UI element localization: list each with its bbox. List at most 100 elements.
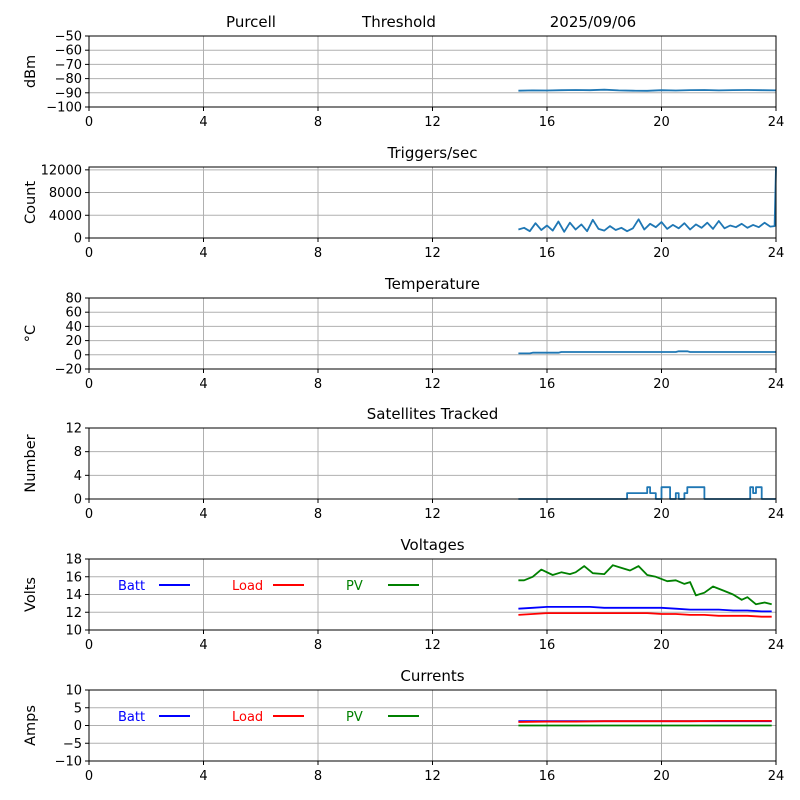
y-tick-label: −70 bbox=[55, 58, 82, 73]
x-tick-label: 4 bbox=[199, 638, 207, 653]
y-tick-label: 0 bbox=[74, 232, 82, 247]
y-tick-label: −50 bbox=[55, 30, 82, 45]
x-tick-label: 16 bbox=[539, 115, 556, 130]
x-tick-label: 0 bbox=[85, 769, 93, 784]
series-line-1 bbox=[518, 166, 777, 233]
y-tick-label: 0 bbox=[74, 348, 82, 363]
y-tick-label: 16 bbox=[65, 570, 82, 585]
x-tick-label: 16 bbox=[539, 246, 556, 261]
plot-frame bbox=[88, 558, 777, 631]
y-axis-label: Number bbox=[23, 434, 39, 492]
x-tick-label: 20 bbox=[653, 769, 670, 784]
x-tick-label: 24 bbox=[768, 115, 785, 130]
x-tick-label: 24 bbox=[768, 638, 785, 653]
y-tick-label: 8 bbox=[74, 445, 82, 460]
y-tick-label: 0 bbox=[74, 719, 82, 734]
y-tick-label: 10 bbox=[65, 624, 82, 639]
x-tick-label: 0 bbox=[85, 507, 93, 522]
panel-title: Triggers/sec bbox=[387, 144, 478, 162]
x-tick-label: 4 bbox=[199, 246, 207, 261]
y-tick-label: 12 bbox=[65, 606, 82, 621]
y-tick-label: −60 bbox=[55, 44, 82, 59]
x-tick-label: 24 bbox=[768, 377, 785, 392]
header-mode: Threshold bbox=[361, 13, 436, 31]
panel-title: Voltages bbox=[400, 536, 464, 554]
x-tick-label: 8 bbox=[314, 638, 322, 653]
y-axis-label: Amps bbox=[23, 705, 39, 746]
plot-frame bbox=[88, 689, 777, 762]
y-tick-label: 12 bbox=[65, 422, 82, 437]
chart-panel-2: 0 4 8 12 16 20 24 0 4000 8000 12000 Triggers/sec Cou… bbox=[23, 144, 784, 261]
x-tick-label: 20 bbox=[653, 115, 670, 130]
chart-panel-1: 0 4 8 12 16 20 24 −50−60−70−80−90−100 dBm bbox=[23, 30, 784, 131]
legend-label-load: Load bbox=[232, 579, 263, 594]
panel-title: Currents bbox=[400, 667, 464, 685]
y-tick-label: 40 bbox=[65, 320, 82, 335]
x-tick-label: 12 bbox=[424, 769, 441, 784]
x-tick-label: 12 bbox=[424, 246, 441, 261]
y-tick-label: −10 bbox=[55, 755, 82, 770]
header-date: 2025/09/06 bbox=[550, 13, 636, 31]
chart-panel-6: 0 4 8 12 16 20 24 −10 −5 0 5 10 Currents Amps Batt Load… bbox=[23, 667, 784, 784]
y-tick-label: 20 bbox=[65, 334, 82, 349]
plot-frame bbox=[88, 166, 777, 239]
y-axis-label: Count bbox=[23, 181, 39, 224]
legend-label-load: Load bbox=[232, 710, 263, 725]
y-tick-label: −80 bbox=[55, 72, 82, 87]
series-line-1 bbox=[518, 486, 776, 500]
legend-label-pv: PV bbox=[346, 579, 363, 594]
y-tick-label: −100 bbox=[46, 101, 82, 116]
x-tick-label: 4 bbox=[199, 769, 207, 784]
y-tick-label: 0 bbox=[74, 493, 82, 508]
series-line-batt bbox=[518, 606, 772, 613]
x-tick-label: 8 bbox=[314, 507, 322, 522]
x-tick-label: 0 bbox=[85, 246, 93, 261]
legend-label-pv: PV bbox=[346, 710, 363, 725]
x-tick-label: 20 bbox=[653, 638, 670, 653]
x-tick-label: 0 bbox=[85, 377, 93, 392]
x-tick-label: 4 bbox=[199, 115, 207, 130]
y-axis-label: dBm bbox=[23, 55, 39, 88]
x-tick-label: 0 bbox=[85, 115, 93, 130]
legend-label-batt: Batt bbox=[118, 579, 145, 594]
y-tick-label: 80 bbox=[65, 292, 82, 307]
chart-panel-5: 0 4 8 12 16 20 24 10 12 14 16 18 Voltages Volts Batt Lo… bbox=[23, 536, 784, 653]
y-axis-label: Volts bbox=[23, 577, 39, 612]
x-tick-label: 16 bbox=[539, 507, 556, 522]
y-tick-label: 4000 bbox=[49, 209, 82, 224]
chart-panel-4: 0 4 8 12 16 20 24 0 4 8 12 Satellites Tracked Number bbox=[23, 405, 784, 522]
y-tick-label: 12000 bbox=[41, 163, 82, 178]
plot-frame bbox=[88, 297, 777, 370]
header-station: Purcell bbox=[226, 13, 276, 31]
y-tick-label: 18 bbox=[65, 553, 82, 568]
x-tick-label: 16 bbox=[539, 638, 556, 653]
y-tick-label: −5 bbox=[63, 737, 82, 752]
x-tick-label: 8 bbox=[314, 115, 322, 130]
x-tick-label: 4 bbox=[199, 507, 207, 522]
series-line-1 bbox=[518, 350, 776, 355]
y-tick-label: −90 bbox=[55, 86, 82, 101]
x-tick-label: 12 bbox=[424, 115, 441, 130]
x-tick-label: 0 bbox=[85, 638, 93, 653]
x-tick-label: 8 bbox=[314, 769, 322, 784]
x-tick-label: 20 bbox=[653, 507, 670, 522]
x-tick-label: 16 bbox=[539, 769, 556, 784]
y-tick-label: 60 bbox=[65, 306, 82, 321]
y-tick-label: 10 bbox=[65, 684, 82, 699]
series-line-1 bbox=[518, 88, 777, 92]
y-tick-label: 4 bbox=[74, 469, 82, 484]
panel-title: Temperature bbox=[384, 275, 480, 293]
x-tick-label: 8 bbox=[314, 377, 322, 392]
x-tick-label: 20 bbox=[653, 377, 670, 392]
x-tick-label: 12 bbox=[424, 377, 441, 392]
legend-label-batt: Batt bbox=[118, 710, 145, 725]
x-tick-label: 16 bbox=[539, 377, 556, 392]
panel-title: Satellites Tracked bbox=[367, 405, 498, 423]
x-tick-label: 4 bbox=[199, 377, 207, 392]
plot-frame bbox=[88, 35, 777, 108]
x-tick-label: 24 bbox=[768, 246, 785, 261]
x-tick-label: 24 bbox=[768, 769, 785, 784]
